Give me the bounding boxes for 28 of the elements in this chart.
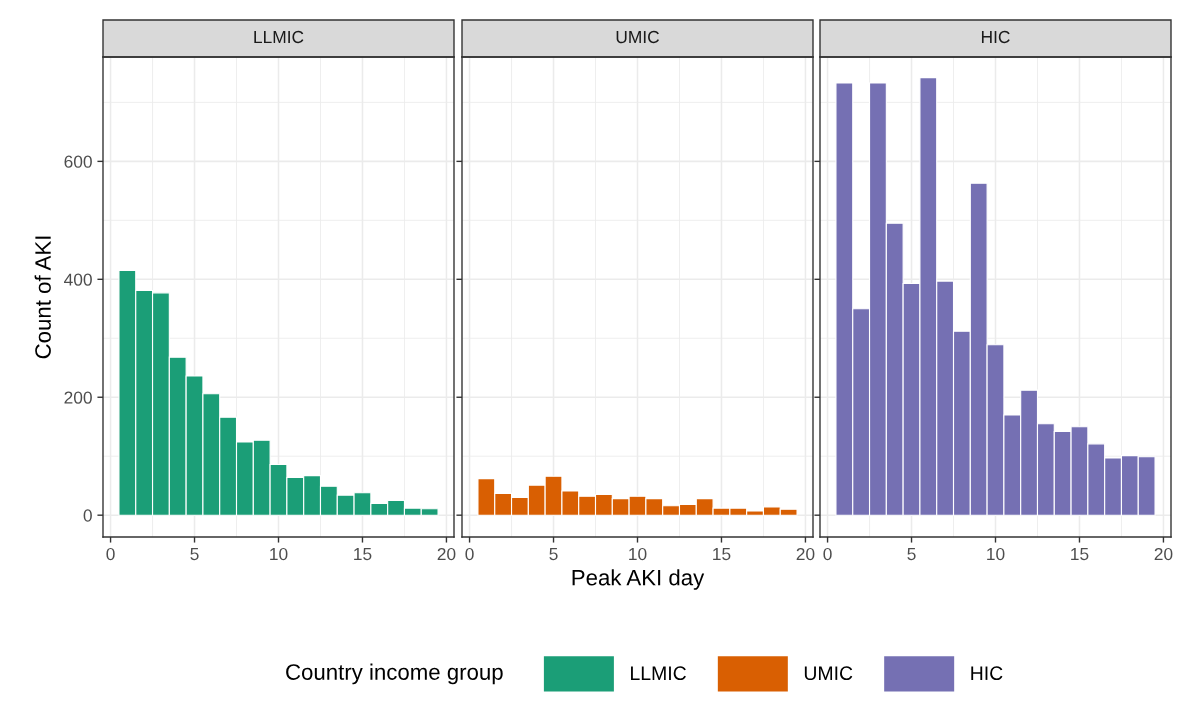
chart-title: HIC — [981, 30, 1010, 44]
legend-label: UMIC — [804, 666, 853, 681]
x-tick-label: 0 — [106, 547, 115, 561]
y-tick-label: 200 — [64, 391, 92, 404]
x-tick-label: 10 — [629, 547, 647, 561]
x-tick-label: 15 — [713, 548, 731, 561]
x-tick-label: 5 — [907, 548, 916, 561]
y-tick-label: 400 — [64, 273, 92, 286]
legend-label: HIC — [971, 666, 1003, 681]
x-tick-label: 15 — [1071, 548, 1089, 561]
y-tick-label: 600 — [64, 155, 92, 168]
x-tick-label: 5 — [190, 548, 199, 561]
chart-title: UMIC — [616, 30, 660, 44]
y-tick-label: 0 — [83, 509, 92, 522]
x-axis-title: Peak AKI day — [572, 569, 705, 590]
x-tick-label: 20 — [1154, 547, 1173, 561]
legend-label: LLMIC — [631, 666, 686, 681]
x-tick-label: 20 — [796, 547, 815, 561]
x-tick-label: 10 — [270, 547, 288, 561]
x-tick-label: 0 — [465, 547, 474, 561]
legend-title: Country income group — [286, 663, 503, 685]
x-tick-label: 10 — [987, 547, 1005, 561]
x-tick-label: 15 — [354, 548, 372, 561]
x-tick-label: 5 — [549, 548, 558, 561]
x-tick-label: 20 — [437, 547, 456, 561]
x-tick-label: 0 — [823, 547, 832, 561]
y-axis-title: Count of AKI — [34, 236, 51, 359]
chart-title: LLMIC — [254, 30, 304, 44]
